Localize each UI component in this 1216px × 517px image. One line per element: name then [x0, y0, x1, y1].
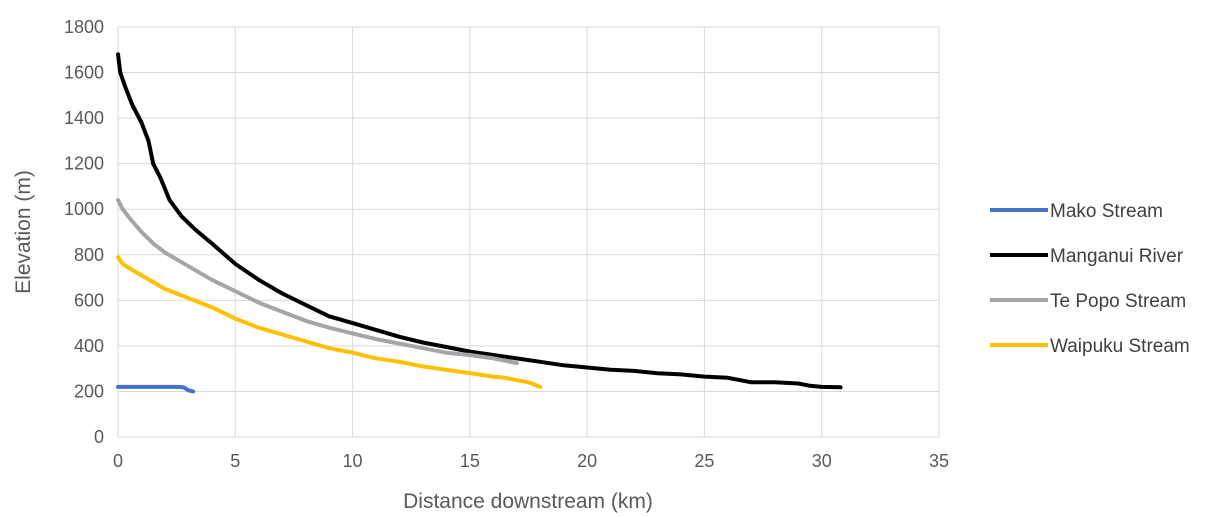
grid-lines: [117, 26, 940, 438]
series-lines: [116, 52, 843, 394]
legend: Mako Stream Manganui River Te Popo Stream W…: [990, 201, 1190, 357]
y-tick-label: 1400: [64, 108, 104, 128]
series-line-waipuku-stream: [116, 255, 543, 389]
x-tick-label: 15: [460, 451, 480, 471]
tick-labels: 0 200 400 600 800 1000 1200 1400 1600 1800 0 5 10 15 2…: [64, 17, 949, 471]
series-line-manganui-river: [116, 52, 843, 390]
x-tick-label: 30: [812, 451, 832, 471]
legend-label-manganui-river: Manganui River: [1050, 246, 1184, 267]
plot-area: [118, 27, 939, 437]
y-tick-label: 600: [74, 290, 104, 310]
y-tick-label: 400: [74, 336, 104, 356]
legend-label-te-popo-stream: Te Popo Stream: [1050, 291, 1186, 312]
x-tick-label: 35: [929, 451, 949, 471]
y-tick-label: 1800: [64, 17, 104, 37]
x-tick-label: 5: [230, 451, 240, 471]
y-tick-label: 800: [74, 245, 104, 265]
y-tick-label: 200: [74, 381, 104, 401]
legend-label-mako-stream: Mako Stream: [1050, 201, 1163, 222]
legend-label-waipuku-stream: Waipuku Stream: [1050, 336, 1190, 357]
y-axis-title: Elevation (m): [12, 170, 35, 294]
series-line-mako-stream: [116, 384, 196, 394]
x-axis-title: Distance downstream (km): [403, 490, 653, 513]
x-tick-label: 25: [694, 451, 714, 471]
x-tick-label: 0: [113, 451, 123, 471]
x-tick-label: 20: [577, 451, 597, 471]
y-tick-label: 1200: [64, 154, 104, 174]
y-tick-label: 0: [94, 427, 104, 447]
y-tick-label: 1000: [64, 199, 104, 219]
y-tick-label: 1600: [64, 63, 104, 83]
x-tick-label: 10: [343, 451, 363, 471]
series-line-te-popo-stream: [116, 198, 519, 365]
